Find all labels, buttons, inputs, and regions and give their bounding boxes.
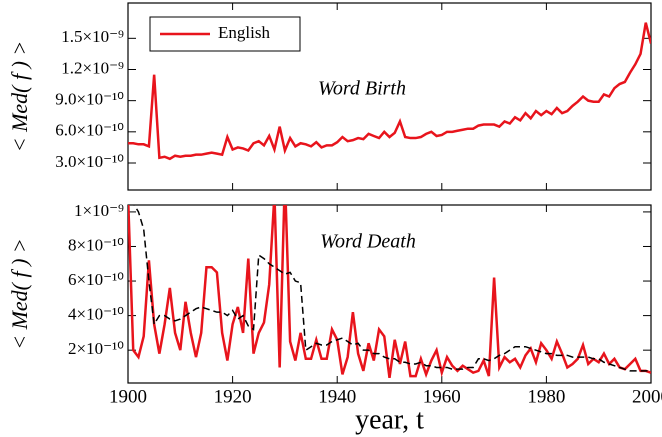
y-axis-label: < Med( f ) > <box>7 41 32 153</box>
x-tick-label: 1900 <box>109 386 147 407</box>
y-tick-label: 6.0×10⁻¹⁰ <box>55 121 124 140</box>
plot-frame <box>127 204 652 384</box>
y-tick-label: 2×10⁻¹⁰ <box>68 339 124 358</box>
series-line <box>133 205 651 372</box>
y-tick-label: 8×10⁻¹⁰ <box>68 235 124 254</box>
x-tick-label: 1980 <box>527 386 565 407</box>
annotation: Word Birth <box>318 78 406 100</box>
y-tick-label: 1.2×10⁻⁹ <box>61 58 124 77</box>
x-axis-label: year, t <box>355 404 424 435</box>
series-line <box>128 205 651 379</box>
x-tick-label: 1920 <box>214 386 252 407</box>
y-tick-label: 6×10⁻¹⁰ <box>68 270 124 289</box>
x-tick-label: 2000 <box>632 386 662 407</box>
y-tick-label: 1×10⁻⁹ <box>74 201 124 220</box>
series-line <box>128 22 651 161</box>
y-tick-label: 3.0×10⁻¹⁰ <box>55 152 124 171</box>
plot-frame <box>127 2 652 191</box>
y-tick-label: 4×10⁻¹⁰ <box>68 305 124 324</box>
annotation: Word Death <box>320 231 416 253</box>
y-tick-label: 1.5×10⁻⁹ <box>61 27 124 46</box>
y-tick-label: 9.0×10⁻¹⁰ <box>55 90 124 109</box>
y-axis-label: < Med( f ) > <box>7 238 32 350</box>
x-tick-label: 1960 <box>423 386 461 407</box>
legend-label: English <box>218 23 270 42</box>
x-tick-label: 1940 <box>318 386 356 407</box>
